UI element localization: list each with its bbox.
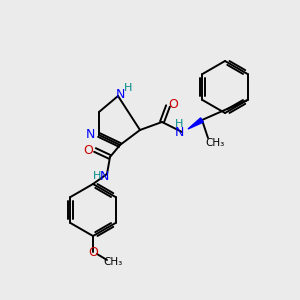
Text: N: N	[85, 128, 95, 142]
Text: H: H	[93, 171, 101, 181]
Polygon shape	[188, 118, 203, 129]
Text: N: N	[99, 169, 109, 182]
Text: H: H	[175, 119, 183, 129]
Text: N: N	[174, 127, 184, 140]
Text: CH₃: CH₃	[103, 257, 123, 267]
Text: N: N	[115, 88, 125, 101]
Text: H: H	[124, 83, 132, 93]
Text: O: O	[88, 247, 98, 260]
Text: O: O	[168, 98, 178, 112]
Text: O: O	[83, 145, 93, 158]
Text: CH₃: CH₃	[206, 138, 225, 148]
